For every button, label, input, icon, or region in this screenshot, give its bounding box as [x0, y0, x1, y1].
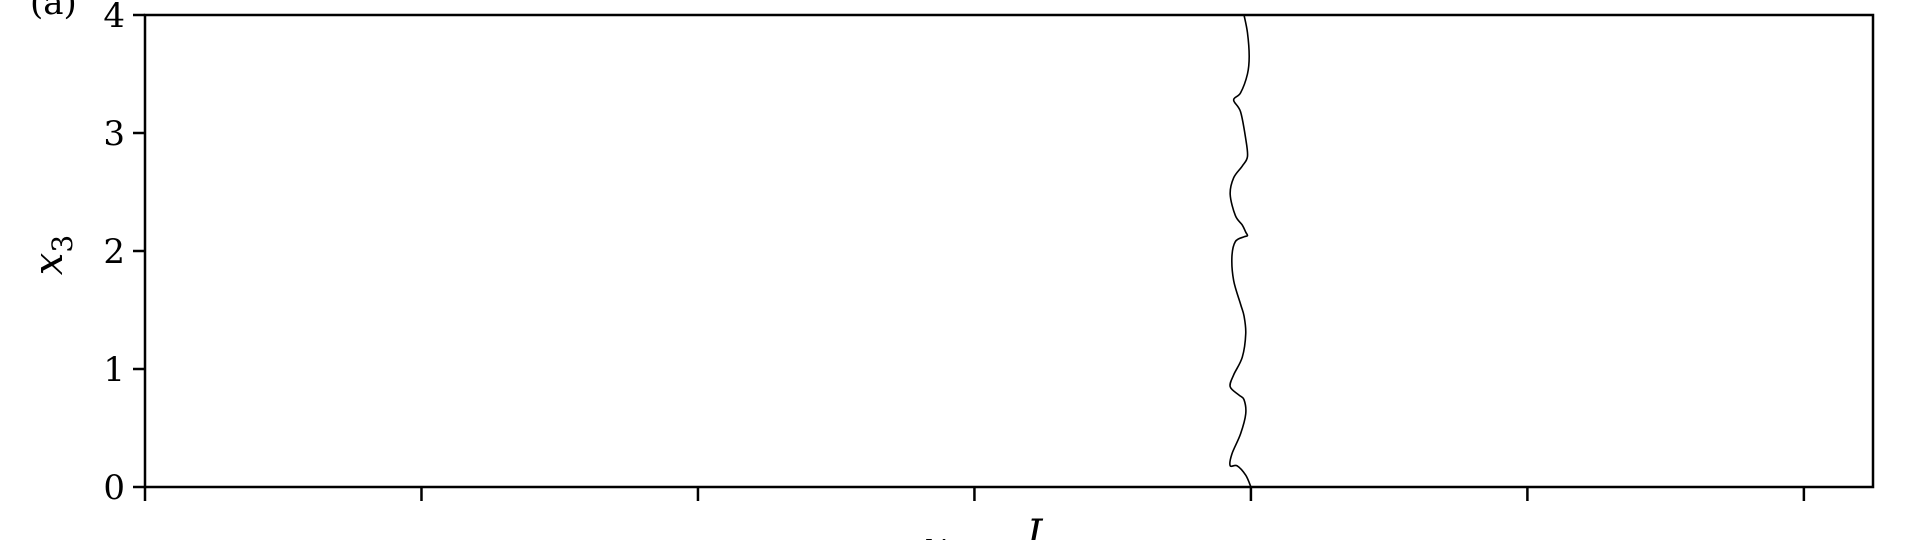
x-ticks	[143, 487, 1806, 501]
x-axis-label: x	[924, 524, 947, 540]
y-ticks: 0 1 2 3 4	[103, 0, 145, 508]
interface-curve	[1229, 14, 1252, 488]
y-axis-label-base: x	[26, 253, 72, 276]
y-tick-label: 3	[103, 114, 125, 154]
y-tick-label: 0	[103, 468, 125, 508]
x-axis-label-extra: L	[1026, 512, 1054, 540]
y-tick-label: 4	[103, 0, 125, 36]
panel-label: (a)	[30, 0, 77, 23]
plot-frame	[143, 13, 1875, 489]
y-axis-label-sub: 3	[46, 235, 79, 253]
y-axis-label: x3	[26, 235, 79, 275]
y-tick-label: 2	[103, 232, 125, 272]
y-tick-label: 1	[103, 350, 125, 390]
svg-text:x3: x3	[26, 235, 79, 275]
series-layer	[1229, 14, 1252, 488]
